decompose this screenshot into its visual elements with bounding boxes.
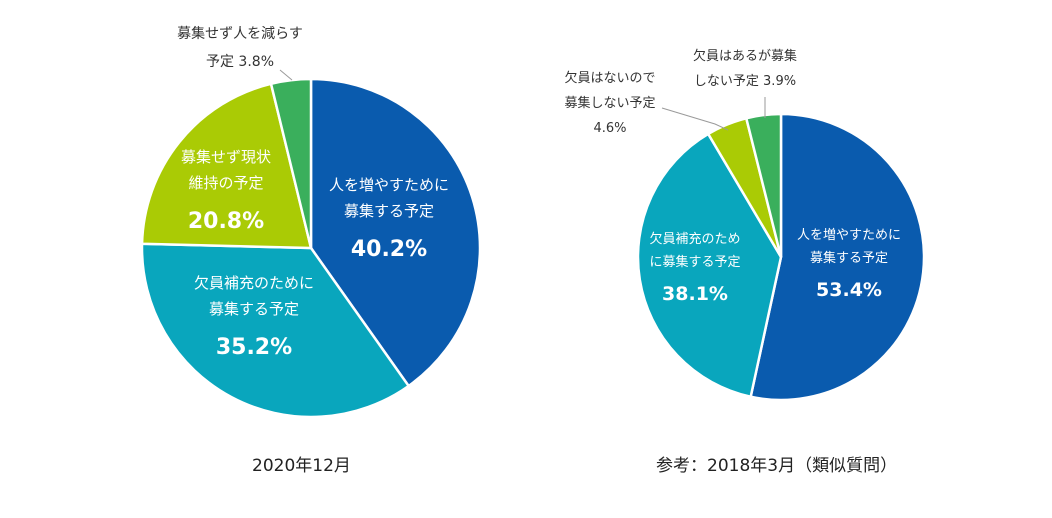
pie-chart-1: 人を増やすために募集する予定40.2%欠員補充のために募集する予定35.2%募集…	[140, 25, 482, 419]
slice-value-label: 20.8%	[188, 209, 264, 234]
slice-label: 欠員はないので	[564, 70, 655, 86]
slice-label: 募集せず人を減らす	[177, 25, 303, 42]
slice-label: 欠員補充のために	[194, 274, 314, 292]
slice-label: 維持の予定	[188, 174, 263, 192]
slice-label: 4.6%	[593, 121, 626, 136]
slice-label: 募集する予定	[344, 202, 434, 220]
pie-slice	[744, 112, 783, 258]
leader-line	[661, 107, 729, 131]
slice-label: 予定 3.8%	[206, 54, 274, 70]
slice-label: 人を増やすために	[797, 228, 901, 243]
pie-slice	[140, 242, 411, 419]
slice-value-label: 35.2%	[216, 335, 292, 360]
slice-value-label: 53.4%	[816, 279, 882, 301]
slice-label: しない予定 3.9%	[694, 74, 796, 89]
pie-slice	[749, 112, 926, 402]
chart-caption-2020: 2020年12月	[252, 456, 351, 476]
slice-label: 募集しない予定	[564, 95, 655, 111]
slice-value-label: 40.2%	[351, 237, 427, 262]
slice-label: 募集する予定	[810, 250, 888, 266]
slice-label: 人を増やすために	[329, 176, 449, 194]
slice-label: 募集せず現状	[181, 148, 271, 166]
slice-label: に募集する予定	[649, 254, 740, 270]
pie-slice	[636, 132, 783, 399]
pie-slice	[309, 77, 482, 388]
slice-label: 募集する予定	[209, 300, 299, 318]
pie-slice	[140, 82, 313, 250]
chart-caption-2018: 参考：2018年3月（類似質問）	[656, 456, 898, 476]
slice-label: 欠員はあるが募集	[693, 48, 797, 64]
pie-slice	[269, 77, 313, 249]
slice-value-label: 38.1%	[662, 283, 728, 305]
leader-line	[279, 69, 293, 81]
slice-label: 欠員補充のため	[649, 231, 740, 247]
